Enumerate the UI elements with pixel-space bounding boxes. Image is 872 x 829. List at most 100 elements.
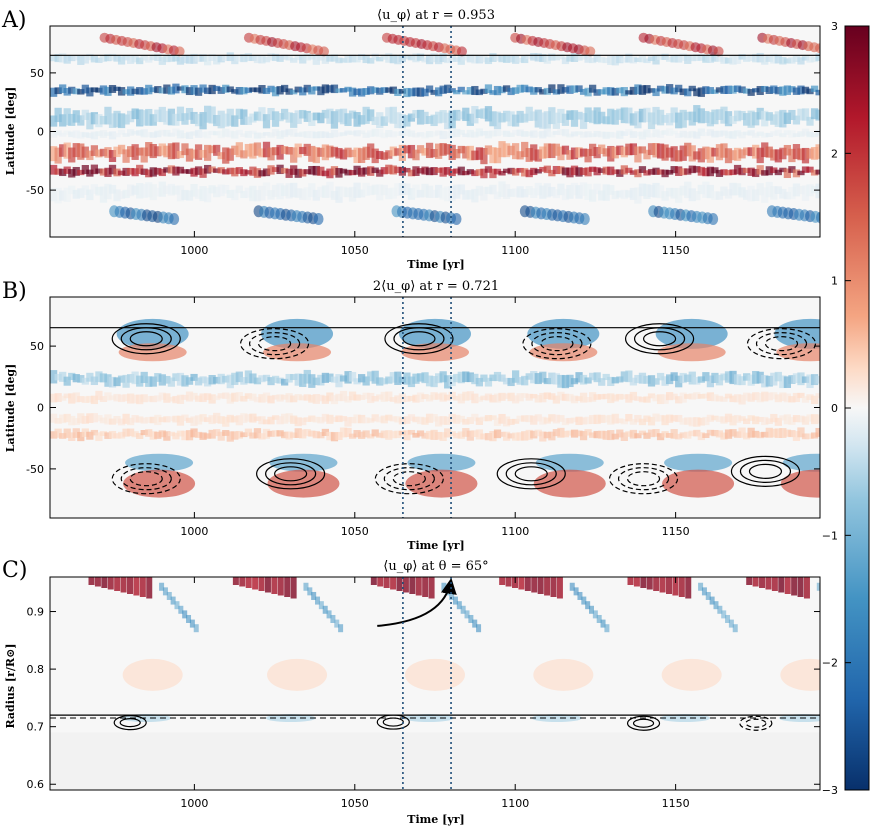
south-blue-lobe xyxy=(664,453,733,472)
band-cell xyxy=(267,147,275,161)
band-cell xyxy=(281,108,289,120)
band-cell xyxy=(611,56,619,66)
band-cell xyxy=(783,130,792,135)
band-cell xyxy=(181,55,189,64)
band-cell xyxy=(290,57,298,63)
band-cell xyxy=(702,433,710,439)
band-cell xyxy=(271,394,280,400)
band-cell xyxy=(231,189,239,201)
band-cell xyxy=(607,131,615,138)
band-cell xyxy=(267,165,275,175)
band-cell xyxy=(693,166,701,173)
band-cell xyxy=(285,88,293,95)
band-cell xyxy=(95,186,103,196)
band-cell xyxy=(108,131,117,140)
south-feature xyxy=(821,212,831,224)
contour-line xyxy=(120,467,172,491)
band-cell xyxy=(348,149,357,158)
band-cell xyxy=(697,393,705,399)
heatmap-field xyxy=(50,577,826,790)
surface-blue xyxy=(318,601,324,610)
contour-line xyxy=(522,328,592,360)
band-cell xyxy=(770,149,778,161)
band-cell xyxy=(131,185,139,195)
band-cell xyxy=(376,416,384,423)
band-cell xyxy=(77,169,85,176)
band-cell xyxy=(693,54,701,61)
band-cell xyxy=(783,376,792,388)
band-cell xyxy=(77,143,85,160)
band-cell xyxy=(684,374,692,382)
band-cell xyxy=(258,170,266,177)
band-cell xyxy=(629,86,638,95)
band-cell xyxy=(149,376,157,387)
band-cell xyxy=(706,87,715,94)
band-cell xyxy=(724,111,733,127)
south-red-lobe xyxy=(533,469,606,498)
band-cell xyxy=(249,393,257,401)
band-cell xyxy=(362,182,370,197)
band-cell xyxy=(493,371,502,382)
band-cell xyxy=(502,184,511,199)
band-cell xyxy=(521,141,529,158)
contour-line xyxy=(129,331,163,347)
band-cell xyxy=(226,108,234,126)
band-cell xyxy=(688,56,696,62)
band-cell xyxy=(54,393,62,402)
band-cell xyxy=(693,377,701,385)
band-cell xyxy=(543,111,551,129)
surface-blue xyxy=(821,587,826,595)
band-cell xyxy=(299,87,307,96)
band-cell xyxy=(783,112,792,124)
band-cell xyxy=(113,86,121,91)
band-cell xyxy=(285,413,293,423)
band-cell xyxy=(706,184,715,199)
band-cell xyxy=(240,190,248,199)
band-cell xyxy=(652,378,660,385)
band-cell xyxy=(362,106,370,124)
band-cell xyxy=(281,146,289,154)
band-cell xyxy=(675,150,683,162)
band-cell xyxy=(788,57,796,64)
band-cell xyxy=(543,417,551,424)
contour-line xyxy=(745,718,767,728)
plot-frame xyxy=(49,576,821,791)
band-cell xyxy=(647,56,656,62)
band-cell xyxy=(525,54,533,60)
band-cell xyxy=(552,89,561,95)
band-cell xyxy=(697,184,705,195)
band-cell xyxy=(77,131,85,139)
band-cell xyxy=(435,431,443,440)
band-cell xyxy=(104,414,112,425)
band-cell xyxy=(566,430,574,436)
band-cell xyxy=(339,186,348,197)
band-cell xyxy=(181,414,189,422)
y-tick-label: 0.6 xyxy=(27,778,45,791)
band-cell xyxy=(95,131,103,137)
band-cell xyxy=(108,376,117,388)
band-cell xyxy=(299,146,307,155)
band-cell xyxy=(480,374,488,382)
band-cell xyxy=(493,191,502,200)
band-cell xyxy=(407,188,416,200)
north-blue-lobe xyxy=(774,318,820,349)
surface-blue xyxy=(721,610,727,619)
band-cell xyxy=(629,170,638,175)
tachocline-blue xyxy=(403,714,454,723)
band-cell xyxy=(294,394,302,401)
band-cell xyxy=(738,167,746,176)
band-cell xyxy=(797,392,805,399)
band-cell xyxy=(176,372,185,386)
band-cell xyxy=(72,130,80,139)
band-cell xyxy=(675,433,683,440)
band-cell xyxy=(285,56,293,61)
band-cell xyxy=(715,430,724,438)
band-cell xyxy=(480,108,488,119)
band-cell xyxy=(77,115,85,126)
band-cell xyxy=(666,84,674,94)
band-cell xyxy=(566,393,574,402)
band-cell xyxy=(666,433,674,438)
surface-blue xyxy=(178,605,184,614)
band-cell xyxy=(498,130,506,135)
band-cell xyxy=(222,54,230,61)
